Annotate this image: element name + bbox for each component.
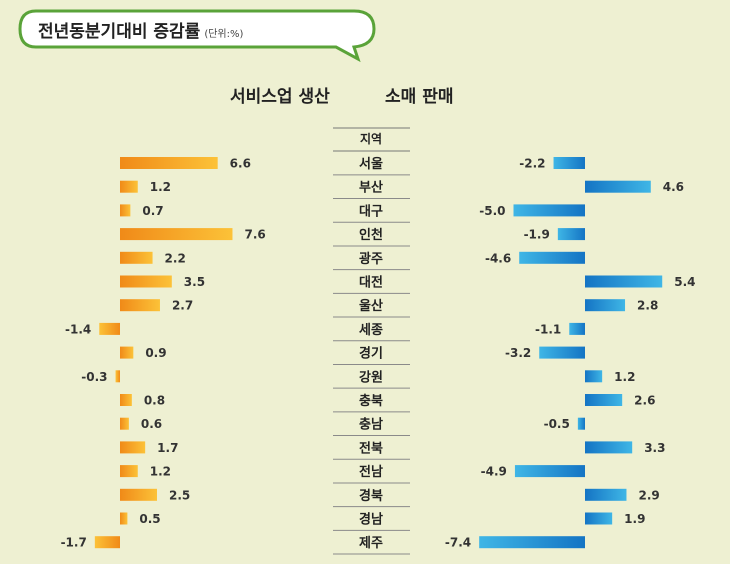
service-value-label: 0.7: [142, 204, 163, 218]
retail-bar: [519, 251, 585, 264]
chart-title: 전년동분기대비 증감률 (단위:%): [38, 17, 243, 42]
retail-series: -2.2 4.6 -5.0 -1.9 -4.6 5.4 2.8 -1.1 -3.2 1.2 2.6 -…: [445, 157, 696, 550]
service-value-label: -1.4: [65, 322, 91, 336]
region-label: 제주: [359, 536, 383, 551]
retail-value-label: -2.2: [519, 157, 545, 171]
retail-value-label: -0.5: [544, 417, 570, 431]
service-value-label: 0.8: [144, 394, 165, 408]
speech-bubble-outline: [18, 9, 376, 63]
service-bar: [120, 251, 153, 264]
service-value-label: 2.5: [169, 488, 190, 502]
retail-value-label: 1.9: [624, 512, 645, 526]
service-value-label: 0.5: [139, 512, 160, 526]
retail-value-label: -3.2: [505, 346, 531, 360]
chart-title-main: 전년동분기대비 증감률: [38, 22, 201, 42]
retail-value-label: 2.6: [634, 394, 655, 408]
region-label: 울산: [359, 298, 383, 314]
service-value-label: 2.2: [165, 251, 186, 265]
service-bar: [120, 441, 146, 454]
service-bar: [120, 417, 129, 430]
service-bar: [120, 465, 138, 478]
region-label: 인천: [359, 227, 383, 243]
retail-bar: [585, 370, 603, 383]
chart-title-unit: (단위:%): [204, 29, 244, 40]
retail-bar: [585, 275, 663, 288]
retail-bar: [557, 228, 585, 241]
title-bubble: 전년동분기대비 증감률 (단위:%): [18, 9, 376, 63]
retail-value-label: -4.6: [485, 251, 511, 265]
region-label: 경남: [359, 512, 383, 528]
region-label: 광주: [359, 252, 383, 267]
retail-bar: [553, 157, 585, 169]
region-label: 전남: [359, 464, 383, 480]
retail-bar: [539, 346, 585, 359]
series-header-retail: 소매 판매: [385, 87, 454, 107]
retail-value-label: 1.2: [614, 370, 635, 384]
retail-bar: [514, 465, 585, 478]
retail-value-label: -5.0: [479, 204, 505, 218]
retail-bar: [585, 488, 627, 501]
region-label: 경기: [359, 346, 383, 362]
retail-bar: [479, 536, 585, 549]
service-value-label: 6.6: [230, 157, 251, 171]
region-label: 충북: [359, 393, 383, 409]
retail-value-label: -4.9: [481, 465, 507, 479]
service-value-label: 1.2: [150, 180, 171, 194]
retail-value-label: -1.1: [535, 322, 561, 336]
retail-bar: [585, 299, 626, 312]
service-value-label: 2.7: [172, 299, 193, 313]
retail-bar: [577, 417, 585, 430]
retail-value-label: 5.4: [674, 275, 695, 289]
service-value-label: 3.5: [184, 275, 205, 289]
service-bar: [120, 204, 131, 217]
region-label: 경북: [359, 488, 383, 504]
service-value-label: 0.9: [145, 346, 166, 360]
region-label: 세종: [359, 323, 383, 338]
retail-bar: [585, 512, 613, 525]
service-value-label: 0.6: [141, 417, 162, 431]
service-value-label: 1.7: [157, 441, 178, 455]
region-column-header: 지역: [360, 131, 382, 146]
region-label: 부산: [359, 180, 383, 196]
service-value-label: 1.2: [150, 465, 171, 479]
region-label: 강원: [359, 369, 383, 385]
retail-value-label: 3.3: [644, 441, 665, 455]
region-label: 대전: [359, 275, 383, 291]
service-bar: [115, 370, 120, 383]
retail-value-label: -1.9: [524, 228, 550, 242]
retail-value-label: -7.4: [445, 536, 471, 550]
retail-bar: [585, 180, 651, 193]
retail-value-label: 2.9: [638, 488, 659, 502]
region-label: 서울: [359, 156, 383, 172]
service-bar: [120, 488, 157, 501]
retail-value-label: 2.8: [637, 299, 658, 313]
region-label: 전북: [359, 440, 383, 456]
service-bar: [120, 394, 132, 406]
retail-bar: [585, 441, 633, 454]
service-bar: [120, 180, 138, 193]
service-value-label: 7.6: [244, 228, 265, 242]
retail-bar: [513, 204, 585, 217]
region-label: 대구: [359, 204, 383, 219]
service-bar: [94, 536, 120, 549]
service-value-label: -1.7: [61, 536, 87, 550]
service-bar: [120, 299, 160, 312]
retail-bar: [585, 394, 623, 406]
retail-bar: [569, 322, 585, 335]
service-bar: [120, 275, 172, 288]
service-bar: [120, 157, 218, 169]
service-bar: [120, 512, 128, 525]
retail-value-label: 4.6: [663, 180, 684, 194]
region-label: 충남: [359, 417, 383, 433]
service-bar: [120, 346, 134, 359]
service-value-label: -0.3: [81, 370, 107, 384]
series-header-service: 서비스업 생산: [230, 87, 330, 107]
service-series: 6.6 1.2 0.7 7.6 2.2 3.5 2.7 -1.4 0.9 -0.3 0.8 0.6 1.…: [61, 157, 266, 550]
service-bar: [120, 228, 233, 241]
service-bar: [99, 322, 120, 335]
